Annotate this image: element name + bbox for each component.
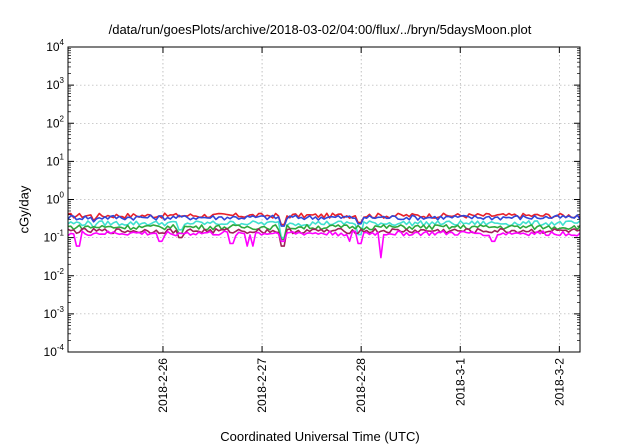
y-tick-label: 103 — [46, 76, 64, 92]
series-line — [67, 230, 581, 259]
y-tick-label-exponent: 0 — [60, 191, 65, 200]
y-tick-label-exponent: -4 — [57, 343, 65, 352]
y-tick-label-exponent: -3 — [57, 305, 65, 314]
x-tick-label: 2018-3-2 — [552, 358, 566, 406]
x-tick-label: 2018-3-1 — [453, 358, 467, 406]
y-tick-label: 102 — [46, 114, 64, 130]
y-tick-label: 10-2 — [44, 267, 65, 283]
x-tick-label: 2018-2-28 — [354, 358, 368, 413]
y-tick-label: 10-4 — [44, 343, 65, 359]
y-tick-label-exponent: -2 — [57, 267, 65, 276]
y-tick-label-exponent: 1 — [60, 152, 65, 161]
y-tick-label: 101 — [46, 152, 64, 168]
chart-title: /data/run/goesPlots/archive/2018-03-02/0… — [108, 22, 532, 37]
y-tick-label: 100 — [46, 191, 64, 207]
series-line — [67, 227, 581, 247]
y-axis-label: cGy/day — [16, 185, 32, 234]
y-tick-label-exponent: 4 — [60, 38, 65, 47]
y-tick-label: 10-3 — [44, 305, 65, 321]
series-line — [67, 214, 581, 227]
y-tick-label-exponent: 2 — [60, 114, 65, 123]
y-tick-label: 104 — [46, 38, 64, 54]
y-tick-label-exponent: 3 — [60, 76, 65, 85]
x-axis-label: Coordinated Universal Time (UTC) — [220, 429, 420, 444]
plot-frame — [67, 46, 581, 353]
y-tick-label-exponent: -1 — [57, 229, 65, 238]
series-line — [67, 224, 581, 241]
x-tick-label: 2018-2-26 — [156, 358, 170, 413]
x-tick-label: 2018-2-27 — [255, 358, 269, 413]
y-tick-label: 10-1 — [44, 229, 65, 245]
series-line — [67, 220, 581, 239]
